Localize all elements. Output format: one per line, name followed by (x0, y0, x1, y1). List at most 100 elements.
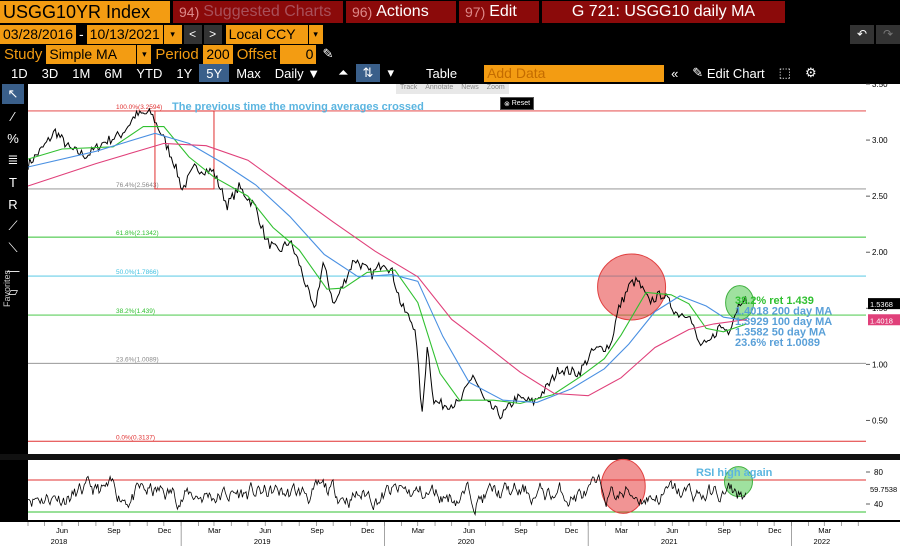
chart-style-icon[interactable]: ⬚ (778, 65, 791, 80)
study-label: Study (4, 45, 43, 63)
track-tab[interactable]: Track (400, 84, 418, 91)
chart-type-dropdown[interactable]: ▾ (387, 65, 394, 80)
edit-button[interactable]: 97) Edit (459, 1, 539, 23)
rsi-peak-circle (600, 458, 646, 514)
range-max[interactable]: Max (236, 65, 261, 81)
date-bar: 03/28/2016 - 10/13/2021 ▾ < > Local CCY … (0, 24, 900, 44)
redo-icon[interactable]: ↷ (876, 24, 900, 44)
x-tick-label: Sep (310, 526, 323, 535)
currency-dropdown[interactable]: ▾ (308, 24, 323, 44)
fib-level-label: 76.4%(2.5643) (116, 182, 159, 189)
year-label: 2019 (254, 537, 271, 546)
annotate-tab[interactable]: Annotate (425, 84, 454, 91)
currency-field[interactable]: Local CCY (225, 24, 308, 44)
actions-num: 96) (352, 4, 373, 20)
line-chart-icon[interactable]: ⏶ (338, 65, 349, 80)
fib-level-label: 38.2%(1.439) (116, 308, 155, 315)
channel-tool-icon[interactable]: ▱ (8, 284, 18, 299)
end-date-field[interactable]: 10/13/2021 (86, 24, 163, 44)
x-tick-label: Dec (158, 526, 172, 535)
frequency-label: Daily (274, 65, 304, 81)
zoom-tab[interactable]: Zoom (486, 84, 505, 91)
x-tick-label: Jun (56, 526, 68, 535)
chart-svg[interactable]: 3.503.002.502.001.501.000.50100.0%(3.259… (0, 80, 900, 549)
fib-tool-icon[interactable]: ≣ (7, 152, 19, 167)
series-line-100-day-ma (27, 132, 747, 403)
range-ytd[interactable]: YTD (136, 65, 163, 81)
horizontal-line-tool-icon[interactable]: — (6, 262, 20, 278)
rsi-last-value: 59.7538 (870, 485, 897, 494)
x-tick-label: Dec (768, 526, 782, 535)
range-1y[interactable]: 1Y (176, 65, 193, 81)
x-tick-label: Sep (514, 526, 527, 535)
calendar-dropdown[interactable]: ▾ (163, 24, 182, 44)
next-arrow-icon[interactable]: > (203, 24, 222, 44)
actions-label: Actions (376, 3, 429, 20)
r-tool-icon[interactable]: R (8, 196, 18, 212)
study-dropdown[interactable]: ▾ (137, 44, 152, 64)
edit-chart-button[interactable]: ✎ Edit Chart (685, 64, 771, 82)
edit-num: 97) (465, 4, 486, 20)
draw-line-tool-icon[interactable]: ∕ (11, 108, 15, 124)
year-label: 2022 (814, 537, 831, 546)
rsi-y-tick-label: 80 (874, 468, 883, 477)
table-button[interactable]: Table (425, 65, 458, 81)
annotation-toolbar: Track Annotate News Zoom (396, 84, 509, 94)
panel-divider (0, 454, 900, 460)
settings-gear-icon[interactable]: ⚙ (804, 65, 817, 80)
text-tool-icon[interactable]: T (9, 174, 17, 190)
x-tick-label: Mar (615, 526, 628, 535)
y-tick-label: 1.00 (872, 360, 888, 369)
x-tick-label: Dec (361, 526, 375, 535)
range-3d[interactable]: 3D (41, 65, 59, 81)
range-1m[interactable]: 1M (72, 65, 91, 81)
trend-tool-icon[interactable]: ⟋ (8, 218, 18, 233)
rsi-y-tick-label: 40 (874, 500, 883, 509)
chart-area[interactable]: 3.503.002.502.001.501.000.50100.0%(3.259… (0, 80, 900, 549)
reset-label: Reset (511, 100, 531, 107)
study-field[interactable]: Simple MA (46, 44, 137, 64)
title-bar: USGG10YR Index 94) Suggested Charts 96) … (0, 0, 900, 24)
y-tick-label: 0.50 (872, 416, 888, 425)
ray-tool-icon[interactable]: ⟍ (8, 240, 18, 255)
frequency-dropdown[interactable]: Daily ▼ (274, 65, 321, 81)
collapse-icon[interactable]: « (671, 65, 679, 81)
last-price-value: 1.5368 (870, 300, 893, 309)
cursor-tool-icon[interactable]: ↖ (2, 84, 24, 104)
favorites-label: Favorites (2, 270, 12, 308)
period-field[interactable]: 200 (202, 44, 233, 64)
bar-chart-icon[interactable]: ⇅ (355, 64, 381, 82)
range-1d[interactable]: 1D (11, 65, 28, 81)
range-5y[interactable]: 5Y (199, 64, 230, 82)
undo-icon[interactable]: ↶ (850, 24, 874, 44)
add-data-input[interactable]: Add Data (484, 64, 665, 82)
offset-label: Offset (236, 45, 277, 63)
suggested-charts-button[interactable]: 94) Suggested Charts (173, 1, 343, 23)
start-date-field[interactable]: 03/28/2016 (0, 24, 76, 44)
range-toolbar: 1D 3D 1M 6M YTD 1Y 5Y Max Daily ▼ ⏶ ⇅ ▾ … (0, 64, 900, 82)
suggested-num: 94) (179, 4, 200, 20)
chart-id: G 721: USGG10 daily MA (542, 1, 785, 23)
reset-button[interactable]: ⊗ Reset (500, 97, 534, 110)
percent-tool-icon[interactable]: % (7, 130, 19, 146)
x-tick-label: Mar (818, 526, 831, 535)
range-6m[interactable]: 6M (104, 65, 123, 81)
x-tick-label: Jun (463, 526, 475, 535)
news-tab[interactable]: News (461, 84, 479, 91)
prev-arrow-icon[interactable]: < (183, 24, 202, 44)
offset-field[interactable]: 0 (280, 44, 317, 64)
year-label: 2018 (51, 537, 68, 546)
legend-entry: 1.3582 50 day MA (735, 327, 826, 339)
actions-button[interactable]: 96) Actions (346, 1, 456, 23)
y-tick-label: 2.50 (872, 192, 888, 201)
series-line-200-day-ma (27, 142, 747, 397)
period-label: Period (155, 45, 199, 63)
reset-icon: ⊗ (503, 100, 512, 108)
series-line-usgg10yr (27, 107, 748, 420)
y-tick-label: 3.50 (872, 82, 888, 89)
pencil-icon[interactable]: ✎ (322, 46, 334, 61)
edit-label: Edit (489, 3, 517, 20)
x-tick-label: Jun (666, 526, 678, 535)
date-separator: - (79, 26, 84, 42)
ticker-field[interactable]: USGG10YR Index (0, 1, 170, 23)
